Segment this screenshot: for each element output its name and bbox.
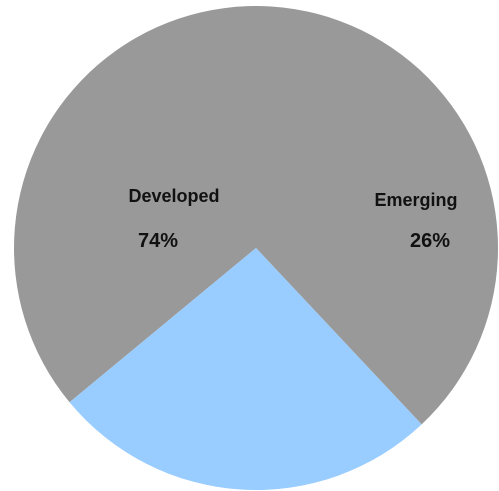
slice-label-developed: Developed (128, 186, 219, 206)
slice-label-emerging: Emerging (374, 190, 457, 210)
pie-slices (13, 5, 498, 490)
pie-slice-emerging (69, 248, 422, 490)
slice-value-developed: 74% (138, 230, 178, 252)
pie-labels: Developed 74% Emerging 26% (128, 186, 457, 252)
slice-value-emerging: 26% (410, 230, 450, 252)
pie-slice-developed (13, 5, 498, 425)
